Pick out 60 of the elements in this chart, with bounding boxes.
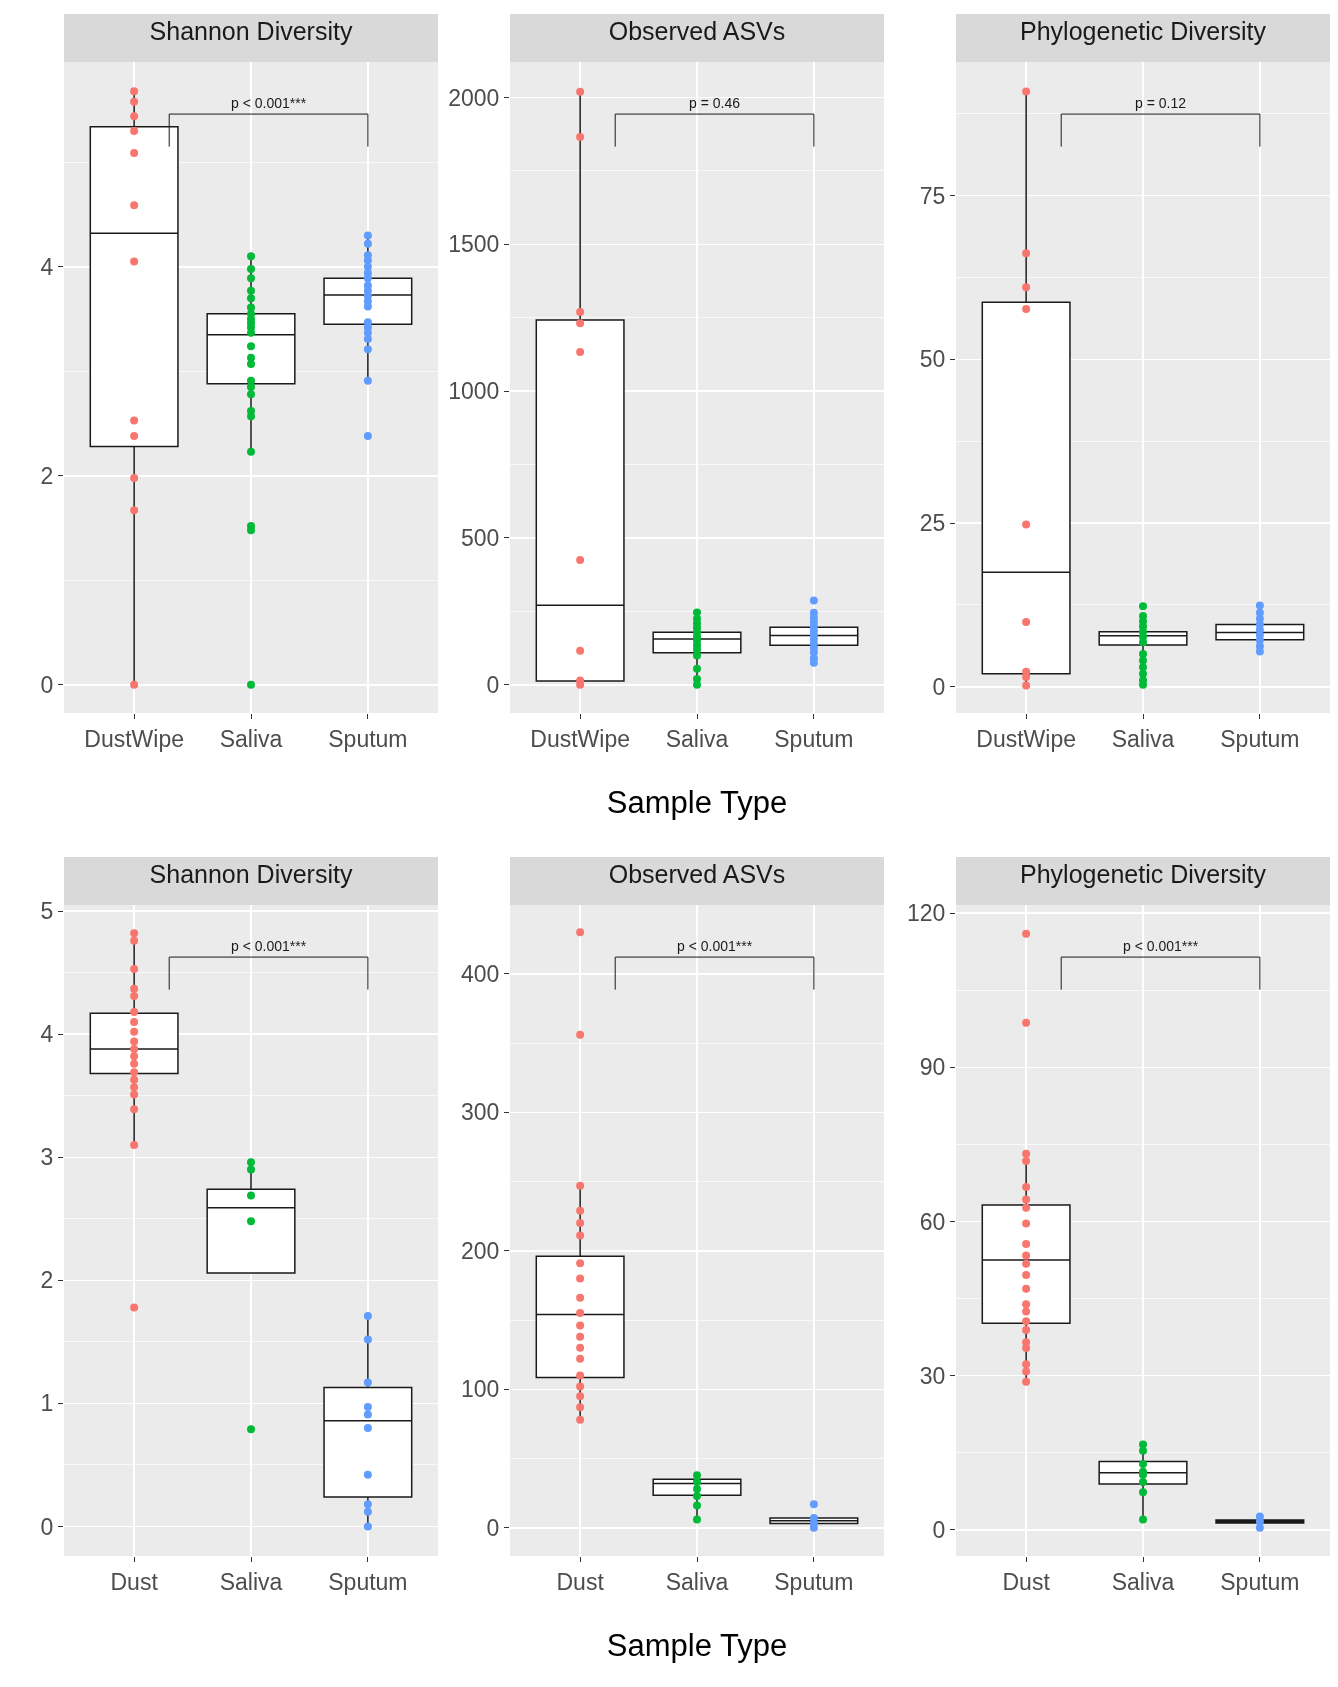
y-tick-label: 60	[919, 1208, 946, 1235]
y-tick-label: 75	[919, 182, 946, 209]
y-tick-label: 0	[486, 671, 500, 698]
y-tick-label: 2000	[448, 84, 500, 111]
annotation: p < 0.001***	[1123, 938, 1199, 954]
y-tick-label: 120	[907, 900, 946, 927]
y-tick-label: 400	[461, 960, 500, 987]
y-tick-label: 4	[40, 253, 54, 280]
y-tick-label: 1000	[448, 378, 500, 405]
y-tick-label: 90	[919, 1054, 946, 1081]
chart-title: Phylogenetic Diversity	[1020, 16, 1267, 45]
y-tick-label: 2	[40, 462, 54, 489]
y-tick-label: 0	[40, 1513, 54, 1540]
annotation: p < 0.001***	[677, 938, 753, 954]
y-tick-label: 0	[486, 1514, 500, 1541]
y-tick-label: 50	[919, 346, 946, 373]
x-tick-label: Dust	[556, 1568, 605, 1595]
x-tick-label: Saliva	[219, 1568, 283, 1595]
x-tick-label: Saliva	[1111, 725, 1175, 752]
x-tick-label: Sputum	[328, 725, 408, 752]
y-tick-label: 2	[40, 1267, 54, 1294]
y-tick-label: 300	[461, 1099, 500, 1126]
y-tick-label: 4	[40, 1021, 54, 1048]
x-tick-label: Sputum	[1220, 1568, 1300, 1595]
x-tick-label: Sputum	[1220, 725, 1300, 752]
chart-title: Observed ASVs	[608, 859, 786, 888]
y-tick-label: 1	[40, 1390, 54, 1417]
y-tick-label: 500	[461, 525, 500, 552]
x-tick-label: Dust	[1002, 1568, 1051, 1595]
x-tick-label: Saliva	[219, 725, 283, 752]
y-tick-label: 1500	[448, 231, 500, 258]
chart-title: Shannon Diversity	[149, 16, 353, 45]
x-tick-label: Sputum	[774, 725, 854, 752]
annotation: p < 0.001***	[231, 95, 307, 111]
x-tick-label: Dust	[110, 1568, 159, 1595]
x-tick-label: DustWipe	[84, 725, 184, 752]
y-tick-label: 25	[919, 510, 946, 537]
chart-title: Shannon Diversity	[149, 859, 353, 888]
x-tick-label: DustWipe	[530, 725, 630, 752]
x-tick-label: Saliva	[665, 725, 729, 752]
y-tick-label: 0	[40, 671, 54, 698]
y-tick-label: 200	[461, 1237, 500, 1264]
annotation: p = 0.12	[1135, 95, 1187, 111]
x-tick-label: Saliva	[1111, 1568, 1175, 1595]
y-tick-label: 100	[461, 1376, 500, 1403]
x-axis-title: Sample Type	[606, 1627, 788, 1663]
x-tick-label: DustWipe	[976, 725, 1076, 752]
x-tick-label: Sputum	[774, 1568, 854, 1595]
y-tick-label: 5	[40, 898, 54, 925]
y-tick-label: 0	[932, 673, 946, 700]
y-tick-label: 0	[932, 1516, 946, 1543]
chart-title: Phylogenetic Diversity	[1020, 859, 1267, 888]
annotation: p < 0.001***	[231, 938, 307, 954]
chart-title: Observed ASVs	[608, 16, 786, 45]
x-tick-label: Sputum	[328, 1568, 408, 1595]
y-tick-label: 3	[40, 1144, 54, 1171]
x-axis-title: Sample Type	[606, 784, 788, 820]
y-tick-label: 30	[919, 1362, 946, 1389]
x-tick-label: Saliva	[665, 1568, 729, 1595]
annotation: p = 0.46	[689, 95, 741, 111]
